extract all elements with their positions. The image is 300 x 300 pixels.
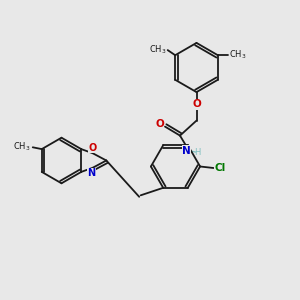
Text: Cl: Cl xyxy=(214,163,226,173)
Text: O: O xyxy=(155,119,164,129)
Text: N: N xyxy=(87,168,95,178)
Text: N: N xyxy=(182,146,191,156)
Text: H: H xyxy=(194,148,201,157)
Text: O: O xyxy=(192,99,201,109)
Text: O: O xyxy=(88,143,97,153)
Text: CH$_3$: CH$_3$ xyxy=(13,140,30,153)
Text: CH$_3$: CH$_3$ xyxy=(229,49,247,61)
Text: CH$_3$: CH$_3$ xyxy=(149,44,166,56)
